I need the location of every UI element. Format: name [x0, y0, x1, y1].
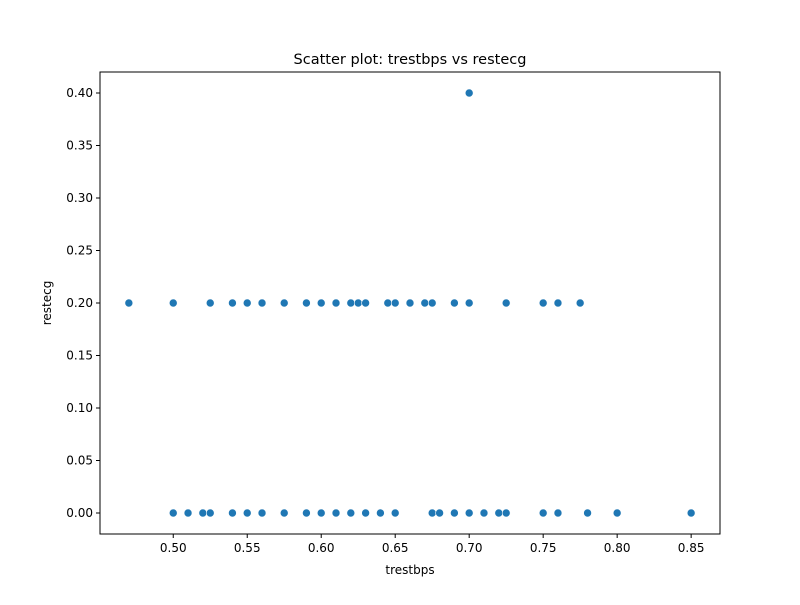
x-tick-label: 0.50 — [160, 541, 187, 555]
data-point — [316, 508, 326, 518]
data-point — [553, 298, 563, 308]
data-point — [405, 298, 415, 308]
x-tick-label: 0.75 — [530, 541, 557, 555]
data-point — [228, 508, 237, 518]
data-point — [205, 508, 215, 518]
data-point — [501, 508, 511, 518]
y-axis-label: restecg — [40, 281, 54, 326]
data-point — [501, 298, 511, 308]
y-tick-label: 0.40 — [66, 86, 93, 100]
data-point — [279, 298, 289, 308]
data-point — [464, 508, 474, 518]
y-tick-label: 0.20 — [66, 296, 93, 310]
y-tick-label: 0.10 — [66, 401, 93, 415]
data-point — [331, 508, 341, 518]
data-point — [538, 508, 548, 518]
data-point — [450, 298, 459, 308]
x-tick-label: 0.55 — [234, 541, 261, 555]
data-point — [427, 298, 437, 308]
data-point — [257, 298, 267, 308]
data-point — [583, 508, 592, 518]
data-point — [228, 298, 237, 308]
data-point — [686, 508, 696, 518]
data-point — [420, 298, 430, 308]
data-point — [168, 298, 178, 308]
data-point — [198, 508, 208, 518]
x-axis-ticks: 0.50 0.55 0.60 0.65 0.70 0.75 0.80 0.85 — [160, 534, 705, 555]
data-point — [205, 298, 215, 308]
data-point — [257, 508, 267, 518]
data-point — [242, 298, 252, 308]
y-tick-label: 0.25 — [66, 244, 93, 258]
data-point — [168, 508, 178, 518]
data-point — [279, 508, 289, 518]
chart-title: Scatter plot: trestbps vs restecg — [294, 52, 527, 68]
points-layer — [124, 88, 696, 518]
data-point — [353, 298, 363, 308]
data-point — [346, 508, 356, 518]
x-tick-label: 0.60 — [308, 541, 335, 555]
data-point — [390, 508, 400, 518]
data-point — [361, 298, 370, 308]
data-point — [450, 508, 459, 518]
data-point — [124, 298, 134, 308]
y-tick-label: 0.05 — [66, 454, 93, 468]
data-point — [376, 508, 385, 518]
y-tick-label: 0.30 — [66, 191, 93, 205]
x-tick-label: 0.80 — [604, 541, 631, 555]
data-point — [346, 298, 356, 308]
data-point — [361, 508, 370, 518]
data-point — [331, 298, 341, 308]
data-point — [538, 298, 548, 308]
x-axis-label: trestbps — [385, 563, 434, 577]
data-point — [427, 508, 437, 518]
x-tick-label: 0.70 — [456, 541, 483, 555]
data-point — [383, 298, 393, 308]
data-point — [479, 508, 489, 518]
data-point — [302, 298, 311, 308]
y-tick-label: 0.15 — [66, 349, 93, 363]
data-point — [316, 298, 326, 308]
data-point — [464, 88, 474, 98]
x-tick-label: 0.65 — [382, 541, 409, 555]
data-point — [575, 298, 585, 308]
data-point — [553, 508, 563, 518]
data-point — [390, 298, 400, 308]
data-point — [302, 508, 311, 518]
y-tick-label: 0.00 — [66, 506, 93, 520]
data-point — [183, 508, 193, 518]
x-tick-label: 0.85 — [678, 541, 705, 555]
data-point — [494, 508, 504, 518]
y-axis-ticks: 0.00 0.05 0.10 0.15 0.20 0.25 0.30 0.35 0.40 — [66, 86, 100, 520]
data-point — [242, 508, 252, 518]
plot-area-frame — [99, 71, 721, 535]
data-point — [464, 298, 474, 308]
data-point — [435, 508, 444, 518]
y-tick-label: 0.35 — [66, 139, 93, 153]
data-point — [612, 508, 622, 518]
